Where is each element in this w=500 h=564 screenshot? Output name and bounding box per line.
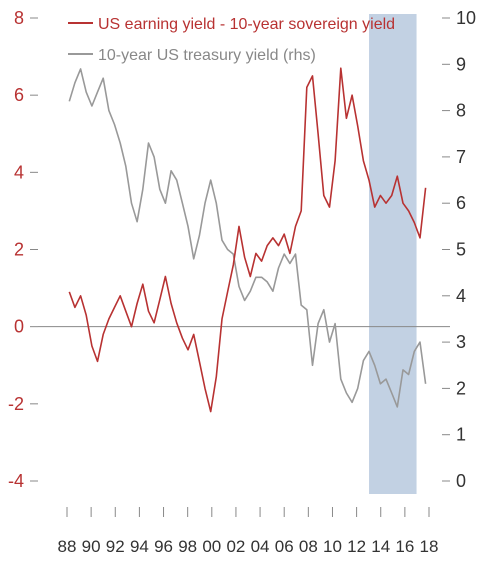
series-line-earning-spread bbox=[68, 67, 427, 413]
legend: US earning yield - 10-year sovereign yie… bbox=[68, 16, 395, 64]
x-tick-label: 12 bbox=[347, 537, 366, 556]
right-tick-label: 0 bbox=[456, 471, 466, 491]
right-tick-label: 10 bbox=[456, 8, 476, 28]
x-tick-label: 00 bbox=[202, 537, 221, 556]
right-tick-label: 9 bbox=[456, 54, 466, 74]
x-tick-label: 18 bbox=[420, 537, 439, 556]
right-tick-label: 3 bbox=[456, 332, 466, 352]
x-tick-label: 94 bbox=[130, 537, 149, 556]
left-tick-label: 4 bbox=[14, 162, 24, 182]
series-layer bbox=[68, 67, 427, 413]
x-tick-label: 02 bbox=[226, 537, 245, 556]
x-tick-label: 04 bbox=[251, 537, 270, 556]
left-axis: 8 6 4 2 0 -2 -4 bbox=[8, 8, 38, 491]
left-tick-label: 0 bbox=[14, 317, 24, 337]
x-tick-label: 98 bbox=[178, 537, 197, 556]
x-tick-label: 88 bbox=[58, 537, 77, 556]
x-tick-label: 08 bbox=[299, 537, 318, 556]
left-tick-label: 2 bbox=[14, 240, 24, 260]
series-line-treasury-yield bbox=[68, 68, 427, 408]
right-tick-label: 5 bbox=[456, 240, 466, 260]
x-axis: 88 90 92 94 96 98 00 02 04 06 08 10 12 14 16 18 bbox=[58, 507, 439, 556]
right-tick-label: 4 bbox=[456, 286, 466, 306]
x-tick-label: 10 bbox=[323, 537, 342, 556]
x-tick-label: 96 bbox=[154, 537, 173, 556]
x-tick-label: 16 bbox=[395, 537, 414, 556]
legend-label-treasury-yield: 10-year US treasury yield (rhs) bbox=[98, 47, 316, 64]
x-tick-label: 92 bbox=[106, 537, 125, 556]
left-tick-label: -2 bbox=[8, 394, 24, 414]
right-tick-label: 7 bbox=[456, 147, 466, 167]
shaded-period bbox=[369, 14, 417, 494]
x-tick-label: 06 bbox=[275, 537, 294, 556]
left-tick-label: 8 bbox=[14, 8, 24, 28]
right-tick-label: 8 bbox=[456, 101, 466, 121]
right-tick-label: 1 bbox=[456, 425, 466, 445]
shaded-period-layer bbox=[369, 14, 417, 494]
right-tick-label: 6 bbox=[456, 193, 466, 213]
left-tick-label: 6 bbox=[14, 85, 24, 105]
x-tick-label: 90 bbox=[82, 537, 101, 556]
legend-label-earning-spread: US earning yield - 10-year sovereign yie… bbox=[98, 16, 395, 33]
x-tick-label: 14 bbox=[371, 537, 390, 556]
right-tick-label: 2 bbox=[456, 378, 466, 398]
left-tick-label: -4 bbox=[8, 471, 24, 491]
